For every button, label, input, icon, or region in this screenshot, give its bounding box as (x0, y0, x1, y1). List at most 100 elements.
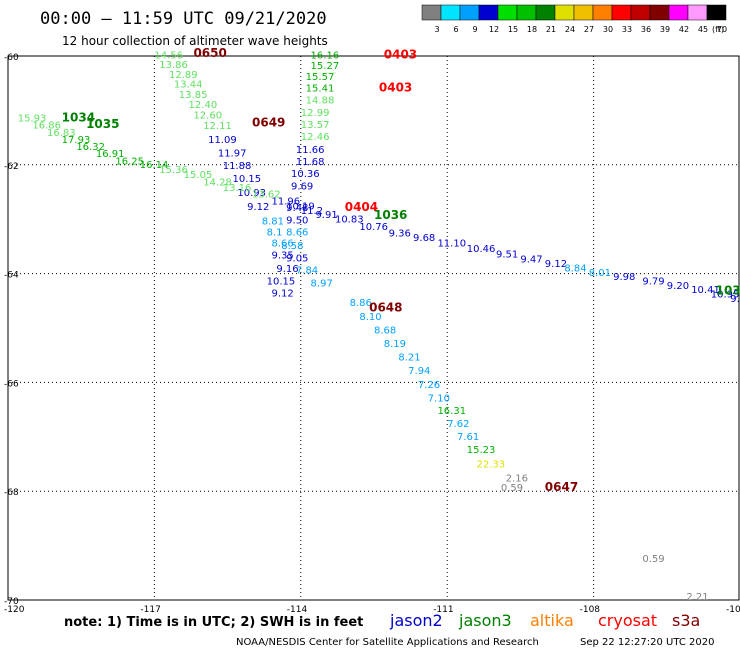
x-tick-label: -10 (726, 605, 740, 615)
wave-height-label: 14.28 (203, 177, 232, 188)
wave-height-label: 9.69 (291, 181, 313, 192)
wave-height-label: 9.97 (730, 294, 740, 305)
wave-height-label: 7.10 (428, 393, 450, 404)
wave-height-label: 16.91 (96, 149, 125, 160)
wave-height-label: 9.12 (272, 288, 294, 299)
pass-time-label: 1037 (716, 283, 740, 297)
wave-height-label: 11.97 (218, 149, 247, 160)
wave-height-label: 22.33 (476, 459, 505, 470)
colorbar-swatch (611, 4, 632, 21)
wave-height-label: 13.44 (174, 80, 203, 91)
wave-height-label: 8.01 (589, 268, 611, 279)
wave-height-label: 12.99 (301, 108, 330, 119)
wave-height-label: 12.60 (193, 111, 222, 122)
colorbar-label: 24 (565, 25, 575, 34)
wave-height-label: 8.1 (267, 228, 283, 239)
wave-height-label: 10.36 (291, 169, 320, 180)
wave-height-label: 12.11 (203, 121, 232, 132)
wave-height-label: 12.40 (189, 100, 218, 111)
wave-height-label: 16.32 (76, 142, 105, 153)
colorbar-label: 33 (622, 25, 632, 34)
colorbar-swatch (478, 4, 499, 21)
wave-height-label: 8.10 (359, 312, 381, 323)
wave-height-label: 16.16 (311, 51, 340, 62)
wave-height-label: 14.88 (306, 95, 335, 106)
pass-time-label: 1035 (86, 117, 119, 131)
wave-height-label: 0.59 (501, 483, 523, 494)
wave-height-label: 10.46 (467, 244, 496, 255)
wave-height-label: 9.79 (642, 276, 664, 287)
axis-ticks: -120 -117 -114 -111 -108 -10 -60 -62 -64 -66 -68 -7… (4, 53, 740, 615)
y-tick-label: -66 (4, 379, 19, 389)
pass-time-label: 0648 (369, 301, 402, 315)
pass-time-label: 0403 (379, 80, 412, 94)
wave-height-label: 8.97 (311, 279, 333, 290)
colorbar-swatch (630, 4, 651, 21)
wave-height-label: 8.58 (281, 241, 303, 252)
wave-height-label: 8.66 (286, 228, 308, 239)
colorbar-label: 18 (527, 25, 537, 34)
x-tick-label: -114 (287, 605, 308, 615)
pass-time-label: 1034 (62, 110, 95, 124)
colorbar-swatch (649, 4, 670, 21)
wave-height-label: 9.68 (413, 233, 435, 244)
wave-height-label: 0.59 (642, 554, 664, 565)
y-tick-label: -70 (4, 597, 19, 607)
grid (8, 56, 740, 600)
wave-height-label: 9.12 (545, 259, 567, 270)
legend-item-jason3: jason3 (458, 611, 512, 630)
wave-height-label: 12.46 (301, 132, 330, 143)
y-tick-label: -62 (4, 162, 19, 172)
x-tick-label: -117 (140, 605, 160, 615)
wave-height-label: 7.26 (418, 380, 440, 391)
wave-height-label: 8.66 (272, 238, 294, 249)
wave-height-label: 11.88 (223, 161, 252, 172)
colorbar-label: 15 (508, 25, 518, 34)
wave-height-label: 9.51 (496, 249, 518, 260)
wave-height-label: 9.05 (286, 254, 308, 265)
wave-height-label: 9.50 (286, 216, 308, 227)
wave-height-label: 9.36 (389, 229, 411, 240)
wave-height-label: 15.27 (311, 61, 340, 72)
colorbar-label: 6 (453, 25, 458, 34)
pass-time-label: 1036 (374, 208, 407, 222)
pass-time-label: 0404 (345, 200, 378, 214)
colorbar-swatch (592, 4, 613, 21)
wave-height-label: 17.93 (62, 135, 91, 146)
wave-height-label: 7.62 (447, 419, 469, 430)
wave-height-labels: 14.5613.8612.8913.4413.8512.4012.6012.11… (18, 51, 740, 603)
colorbar-unit: (ft) (712, 25, 724, 34)
y-tick-label: -60 (4, 53, 19, 63)
wave-height-label: 9.91 (315, 210, 337, 221)
wave-height-label: 9.98 (613, 272, 635, 283)
chart-subtitle: 12 hour collection of altimeter wave hei… (62, 34, 328, 48)
wave-height-label: 11.66 (296, 145, 325, 156)
wave-height-label: 15.23 (467, 445, 496, 456)
wave-height-label: 9.12 (247, 202, 269, 213)
wave-height-label: 16.25 (115, 156, 144, 167)
wave-height-label: 13.86 (159, 60, 188, 71)
wave-height-label: 7.61 (457, 432, 479, 443)
wave-height-label: 9.48 (286, 203, 308, 214)
footer-timestamp: Sep 22 12:27:20 UTC 2020 (580, 637, 714, 648)
colorbar-swatch (554, 4, 575, 21)
pass-time-label: 0647 (545, 480, 578, 494)
wave-height-label: 13.85 (179, 90, 208, 101)
pass-time-label: 0403 (384, 48, 417, 62)
wave-height-label: 13.62 (252, 189, 281, 200)
pass-time-label: 0650 (193, 46, 226, 60)
footer-note: note: 1) Time is in UTC; 2) SWH is in fe… (64, 615, 363, 630)
wave-height-label: 10.93 (237, 188, 266, 199)
wave-height-label: 8.68 (374, 325, 396, 336)
y-tick-label: -68 (4, 488, 19, 498)
wave-height-label: 15.05 (184, 170, 213, 181)
colorbar-label: 39 (660, 25, 670, 34)
plot-area: -120 -117 -114 -111 -108 -10 -60 -62 -64 -66 -68 -7… (4, 46, 740, 615)
wave-height-label: 15.57 (306, 72, 335, 83)
wave-height-label: 8.84 (564, 263, 586, 274)
wave-height-label: 10.95 (711, 290, 740, 301)
wave-height-label: 15.36 (159, 165, 188, 176)
colorbar-swatch (497, 4, 518, 21)
wave-height-label: 12.89 (169, 70, 198, 81)
wave-height-label: 10.41 (691, 285, 720, 296)
